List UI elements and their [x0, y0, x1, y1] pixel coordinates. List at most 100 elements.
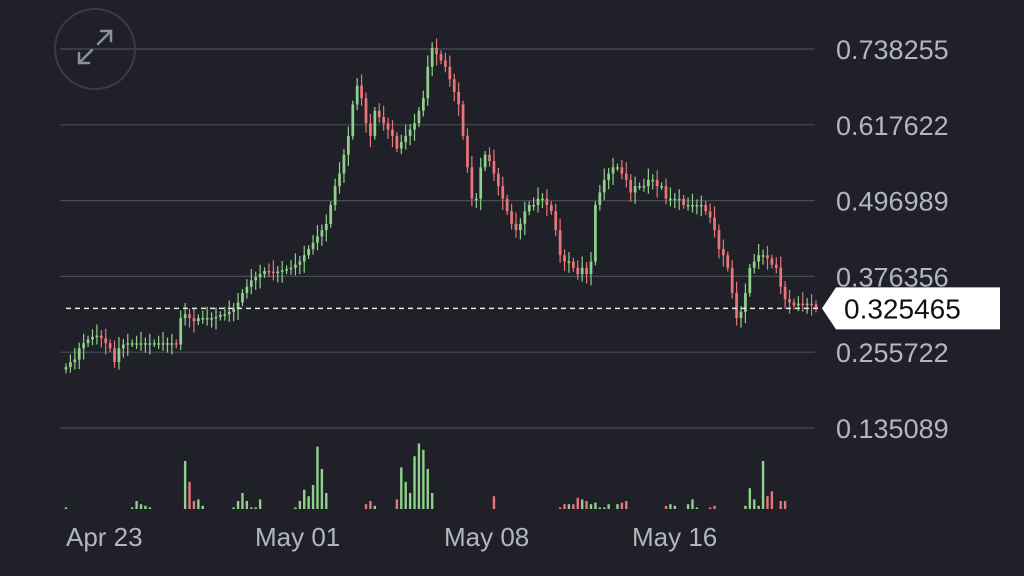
candle-body [488, 154, 491, 162]
volume-bar [422, 449, 425, 509]
candle-body [333, 186, 337, 205]
candle-body [673, 198, 677, 201]
volume-bar [585, 501, 588, 509]
candle-body [527, 204, 531, 212]
candle-body [624, 173, 628, 180]
candle-body [726, 255, 730, 268]
volume-bar [620, 502, 624, 509]
candle-body [580, 267, 584, 275]
candle-body [161, 343, 165, 345]
volume-bars [64, 443, 787, 509]
candle-body [545, 198, 549, 205]
candle-body [351, 104, 355, 136]
candle-body [598, 192, 602, 205]
candle-body [783, 286, 787, 300]
candle-body [629, 179, 633, 193]
candle-body [457, 91, 461, 105]
volume-bar [598, 507, 602, 509]
candle-body [289, 267, 293, 270]
candle-body [152, 343, 156, 345]
candle-body [549, 204, 553, 212]
candle-body [404, 135, 408, 143]
candle-body [708, 211, 712, 218]
volume-bar [258, 499, 262, 509]
volume-bar [320, 469, 324, 509]
candle-body [770, 258, 774, 265]
volume-bar [686, 504, 690, 509]
candle-body [395, 135, 399, 149]
candle-body [144, 343, 147, 345]
candle-body [792, 302, 796, 306]
candle-body [254, 277, 258, 281]
x-tick-label: Apr 23 [66, 522, 143, 552]
candle-body [664, 186, 668, 199]
candle-body [594, 204, 597, 262]
expand-button[interactable] [54, 8, 136, 90]
candle-body [170, 343, 174, 345]
candle-body [316, 236, 319, 243]
candle-body [205, 318, 209, 320]
x-tick-label: May 08 [444, 522, 529, 552]
candle-body [589, 261, 593, 275]
candle-body [82, 343, 86, 349]
candle-body [364, 98, 368, 124]
candle-body [655, 179, 659, 187]
candle-body [338, 173, 341, 187]
candle-body [276, 271, 280, 274]
candle-body [730, 267, 734, 293]
y-tick-label: 0.496989 [836, 187, 949, 217]
volume-bar [770, 491, 774, 509]
candle-body [188, 314, 191, 319]
candle-body [77, 348, 81, 360]
candle-body [166, 343, 169, 345]
candle-body [571, 261, 575, 268]
candle-body [241, 292, 244, 303]
volume-bar [563, 504, 566, 509]
candle-body [121, 344, 125, 349]
candle-body [554, 211, 558, 231]
volume-bar [197, 499, 200, 509]
candle-body [536, 198, 540, 205]
volume-bar [673, 505, 677, 509]
candle-body [135, 343, 138, 345]
candle-body [69, 362, 72, 368]
volume-bar [607, 504, 610, 509]
volume-bar [254, 507, 257, 509]
volume-bar [201, 505, 204, 509]
candle-body [126, 343, 130, 345]
candle-body [766, 255, 769, 259]
candle-body [413, 123, 416, 130]
candle-body [174, 343, 178, 345]
volume-bar [589, 504, 593, 509]
candle-body [108, 343, 112, 349]
candle-body [267, 270, 271, 273]
volume-bar [567, 504, 571, 509]
volume-bar [395, 499, 399, 509]
candle-body [691, 204, 694, 207]
candle-body [788, 299, 791, 303]
volume-bar [744, 505, 747, 509]
candle-body [139, 343, 143, 345]
candle-body [236, 302, 240, 309]
candle-body [761, 255, 765, 257]
candle-body [183, 314, 187, 319]
candle-body [620, 167, 624, 174]
volume-bar [250, 507, 253, 509]
volume-bar [572, 504, 575, 509]
volume-bar [369, 501, 372, 509]
candle-body [227, 311, 231, 315]
volume-bar [691, 499, 694, 509]
volume-bar [426, 469, 429, 509]
candle-body [646, 179, 650, 187]
candle-body [426, 66, 430, 99]
volume-bar [236, 501, 240, 509]
candle-body [130, 343, 134, 345]
volume-bar [430, 493, 434, 509]
candle-body [576, 267, 580, 275]
candle-body [739, 311, 743, 319]
candle-body [417, 110, 421, 124]
candle-body [95, 335, 99, 338]
volume-bar [64, 507, 68, 509]
grid-lines [60, 48, 815, 429]
